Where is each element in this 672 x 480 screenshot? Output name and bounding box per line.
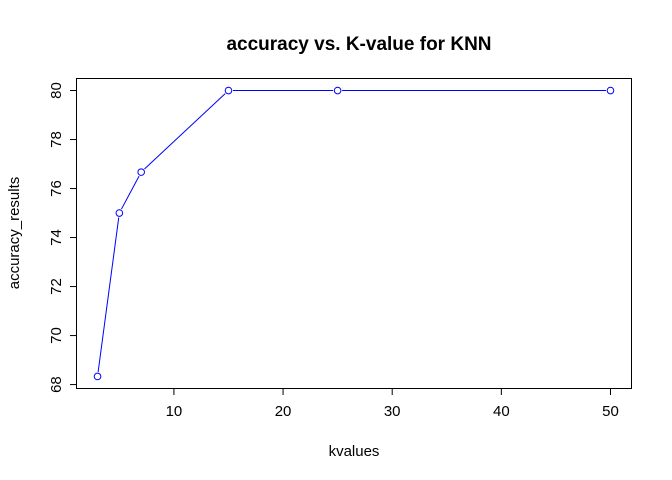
chart-title: accuracy vs. K-value for KNN	[226, 34, 491, 55]
x-axis-label: kvalues	[329, 443, 380, 460]
y-tick-label: 78	[48, 131, 65, 148]
x-tick-label: 10	[166, 403, 183, 420]
data-point	[333, 86, 342, 95]
y-tick-label: 72	[48, 278, 65, 295]
series-line-segment	[144, 93, 226, 170]
y-tick-label: 76	[48, 180, 65, 197]
y-tick-label: 68	[48, 376, 65, 393]
series-line-segment	[121, 175, 140, 210]
y-axis: 68 70 72 74 76 78 80	[48, 82, 77, 393]
x-axis: 10 20 30 40 50	[166, 388, 619, 420]
y-tick-label: 80	[48, 82, 65, 99]
x-tick-label: 30	[384, 403, 401, 420]
data-point	[606, 86, 615, 95]
data-point	[137, 168, 145, 176]
x-tick-label: 40	[493, 403, 510, 420]
y-tick-label: 74	[48, 229, 65, 246]
series-layer	[93, 86, 615, 381]
data-point	[115, 209, 124, 217]
series-line-segment	[97, 217, 120, 373]
x-tick-label: 50	[602, 403, 619, 420]
y-axis-label: accuracy_results	[6, 177, 23, 290]
y-tick-label: 70	[48, 327, 65, 344]
data-point	[224, 86, 233, 95]
x-tick-label: 20	[275, 403, 292, 420]
data-point	[93, 372, 102, 381]
